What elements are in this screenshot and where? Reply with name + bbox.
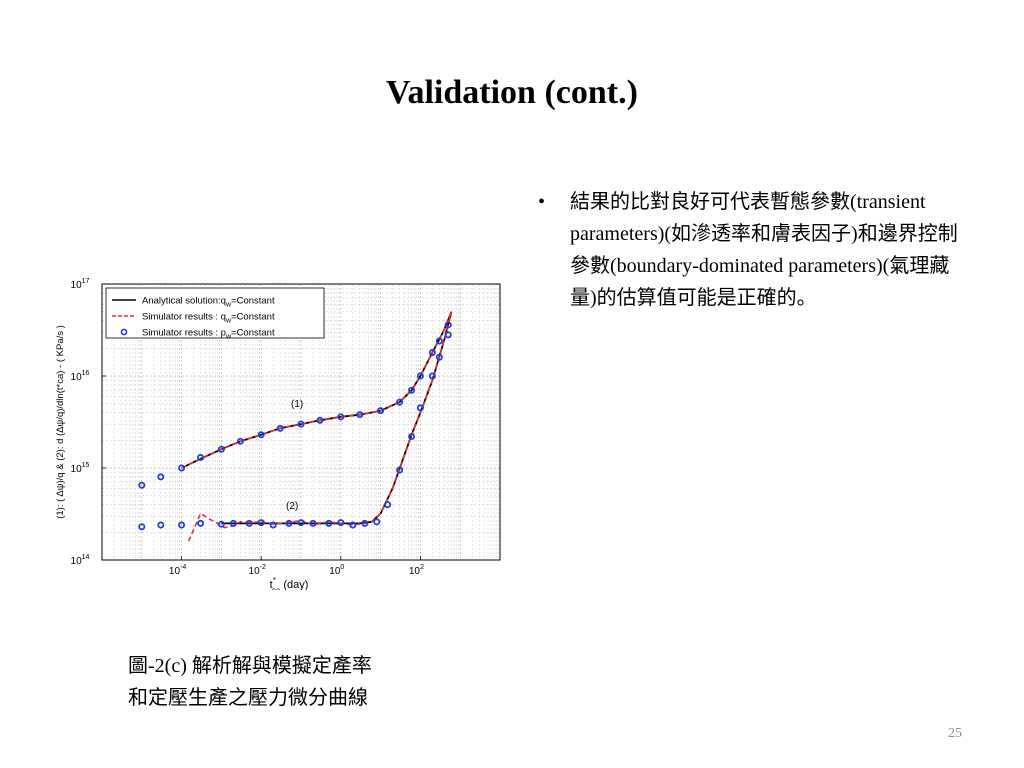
series-3-point (236, 437, 244, 445)
series-2-curve-2 (187, 311, 453, 542)
series-3-point (408, 386, 416, 394)
series-2-curve-1 (181, 311, 453, 469)
series-3-point (325, 519, 333, 527)
series-3-point (257, 519, 265, 527)
bullet-text: 結果的比對良好可代表暫態參數(transient parameters)(如滲透… (570, 191, 958, 309)
series-3-point (138, 481, 146, 489)
y-tick-label: 1015 (71, 462, 90, 475)
legend-label-3: Simulator results : pw=Constant (142, 328, 275, 341)
slide-title: Validation (cont.) (386, 74, 638, 111)
series-3-point (428, 372, 436, 380)
y-tick-label: 1017 (71, 278, 90, 291)
series-3-point (356, 411, 364, 419)
series-3-point (197, 454, 205, 462)
series-3-point (416, 404, 424, 412)
y-tick-exponent: 15 (82, 462, 90, 469)
caption-line-2: 和定壓生產之壓力微分曲線 (128, 687, 368, 709)
series-3-point (361, 519, 369, 527)
y-tick-exponent: 16 (82, 370, 90, 377)
series-3-point (197, 519, 205, 527)
series-3-point (337, 413, 345, 421)
series-3-point (297, 519, 305, 527)
y-tick-label: 1016 (71, 370, 90, 383)
series-3-point (157, 473, 165, 481)
series-3-point (257, 431, 265, 439)
legend-marker-3 (120, 328, 128, 336)
series-3-point (285, 519, 293, 527)
legend-label-rest: =Constant (231, 328, 275, 339)
series-3-point (428, 349, 436, 357)
page-number: 25 (948, 726, 962, 741)
legend-label-1: Analytical solution:qw=Constant (142, 296, 275, 309)
series-3-point (269, 521, 277, 529)
legend-box (105, 287, 325, 339)
series-3-point (435, 353, 443, 361)
axes-frame (101, 283, 501, 561)
series-3-point (138, 523, 146, 531)
series-3-point (408, 432, 416, 440)
series-3-point (444, 331, 452, 339)
y-axis-label: (1): ( Δψ)/q & (2): d (Δψ/q)/dln(t*ca) -… (55, 325, 66, 519)
y-tick-exponent: 14 (82, 554, 90, 561)
legend-label-rest: =Constant (231, 296, 275, 307)
series-3-point (217, 445, 225, 453)
series-3-point (157, 521, 165, 529)
x-tick-exponent: -4 (180, 564, 186, 571)
bullet-symbol: • (538, 191, 546, 213)
series-3-point (377, 407, 385, 415)
chart-svg: 10-4 10-2 100 102 1014 1015 1016 1017 t*ca (day)… (55, 278, 501, 595)
annotation-1: (1) (291, 399, 303, 410)
series-3-point (396, 398, 404, 406)
x-tick-exponent: 2 (420, 564, 424, 571)
series-3-point (178, 521, 186, 529)
x-axis-label-rest: (day) (280, 579, 308, 590)
legend-label-rest: =Constant (231, 312, 275, 323)
series-3-point (349, 521, 357, 529)
series-3-point (276, 424, 284, 432)
x-tick-label: 10-4 (169, 564, 186, 577)
legend-label-2: Simulator results : qw=Constant (142, 312, 275, 325)
series-3-point (309, 519, 317, 527)
figure-caption: 圖-2(c) 解析解與模擬定產率 和定壓生產之壓力微分曲線 (128, 650, 458, 714)
x-tick-label: 100 (329, 564, 344, 577)
series-3-point (337, 519, 345, 527)
x-tick-label: 102 (409, 564, 424, 577)
series-3-point (396, 466, 404, 474)
series-3-point (435, 337, 443, 345)
legend-label-sub: w (225, 334, 232, 341)
series-3 (138, 321, 452, 531)
series-3-point (444, 321, 452, 329)
x-axis-label-sup: * (273, 576, 276, 585)
legend: Analytical solution:qw=Constant Simulator… (105, 287, 325, 341)
x-tick-label: 10-2 (249, 564, 266, 577)
annotation-2: (2) (286, 501, 298, 512)
pressure-derivative-chart: 10-4 10-2 100 102 1014 1015 1016 1017 t*ca (day)… (50, 268, 506, 595)
y-tick-exponent: 17 (82, 278, 90, 285)
series-3-point (217, 520, 225, 528)
x-tick-exponent: 0 (340, 564, 344, 571)
series-3-point (384, 501, 392, 509)
x-axis-label: t*ca (day) (270, 576, 309, 590)
series-2 (181, 311, 453, 542)
y-tick-label: 1014 (71, 554, 90, 567)
x-tick-exponent: -2 (260, 564, 266, 571)
series-3-point (178, 464, 186, 472)
caption-line-1: 圖-2(c) 解析解與模擬定產率 (128, 655, 372, 677)
legend-label-sub: w (225, 302, 232, 309)
legend-label-sub: w (225, 318, 232, 325)
series-3-point (416, 372, 424, 380)
series-3-point (373, 518, 381, 526)
series-3-point (297, 420, 305, 428)
series-3-point (245, 519, 253, 527)
bullet-item: • 結果的比對良好可代表暫態參數(transient parameters)(如… (538, 186, 958, 314)
series-3-point (316, 416, 324, 424)
series-3-point (229, 519, 237, 527)
